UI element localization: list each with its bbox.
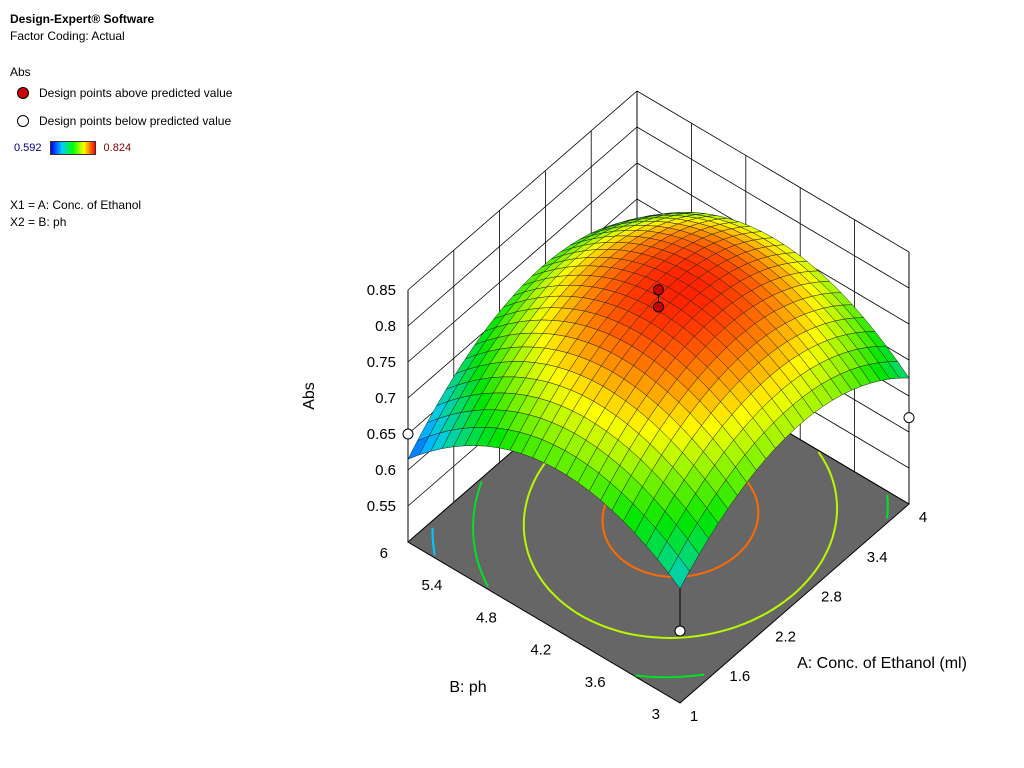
z-tick-label: 0.8 [375, 318, 396, 335]
info-panel: Design-Expert® Software Factor Coding: A… [10, 11, 154, 45]
x-axis-title: A: Conc. of Ethanol (ml) [797, 655, 967, 672]
x-tick-label: 2.8 [821, 589, 842, 606]
y-tick-label: 4.2 [530, 642, 551, 659]
response-name: Abs [10, 65, 31, 79]
legend-below-label: Design points below predicted value [39, 114, 232, 128]
z-tick-label: 0.75 [367, 354, 396, 371]
software-name: Design-Expert® Software [10, 12, 155, 26]
red-dot-icon [17, 87, 29, 99]
factor-coding: Factor Coding: Actual [10, 29, 125, 43]
contour-line [886, 494, 889, 519]
grid-line [407, 90, 638, 291]
y-tick-label: 3 [652, 706, 660, 723]
legend-above-label: Design points above predicted value [39, 86, 233, 100]
grid-line [636, 126, 910, 289]
x-tick-label: 4 [919, 509, 927, 526]
factor-x2: X2 = B: ph [10, 215, 67, 229]
y-tick-label: 5.4 [422, 577, 443, 594]
y-tick-label: 4.8 [476, 609, 497, 626]
grid-line [407, 126, 638, 327]
contour-line [635, 673, 705, 679]
y-axis-title: B: ph [449, 679, 486, 696]
design-point [903, 412, 915, 424]
axis-labels: 0.55 0.6 0.65 0.7 0.75 0.8 0.85 1 1.6 2.2 2.8 3.4 4 3… [301, 282, 967, 725]
x-tick-label: 1 [690, 708, 698, 725]
factor-list: X1 = A: Conc. of Ethanol X2 = B: ph [10, 197, 141, 231]
z-tick-label: 0.55 [367, 498, 396, 515]
grid-line [636, 90, 910, 253]
x-tick-label: 2.2 [775, 628, 796, 645]
factor-x1: X1 = A: Conc. of Ethanol [10, 198, 142, 212]
color-scale: 0.592 0.824 [14, 141, 131, 155]
z-tick-label: 0.6 [375, 462, 396, 479]
design-points [402, 284, 915, 637]
z-axis-title: Abs [301, 382, 318, 410]
y-tick-label: 3.6 [585, 674, 606, 691]
z-tick-label: 0.65 [367, 426, 396, 443]
x-tick-label: 1.6 [729, 668, 750, 685]
surface-cell [668, 555, 690, 589]
design-point [674, 625, 686, 637]
z-tick-label: 0.85 [367, 282, 396, 299]
design-point [653, 284, 664, 296]
grid-line [407, 162, 638, 363]
contour-line [471, 481, 489, 587]
response-surface [407, 211, 910, 589]
contour-line [431, 527, 436, 556]
x-tick-label: 3.4 [867, 549, 888, 566]
design-point [653, 301, 664, 313]
z-tick-label: 0.7 [375, 390, 396, 407]
scale-max: 0.824 [103, 142, 132, 154]
y-tick-label: 6 [380, 545, 388, 562]
design-point [402, 428, 414, 440]
legend-above: Design points above predicted value [17, 86, 232, 100]
white-dot-icon [17, 115, 29, 127]
scale-min: 0.592 [14, 142, 42, 154]
color-scale-bar [49, 141, 96, 155]
legend-below: Design points below predicted value [17, 114, 231, 128]
